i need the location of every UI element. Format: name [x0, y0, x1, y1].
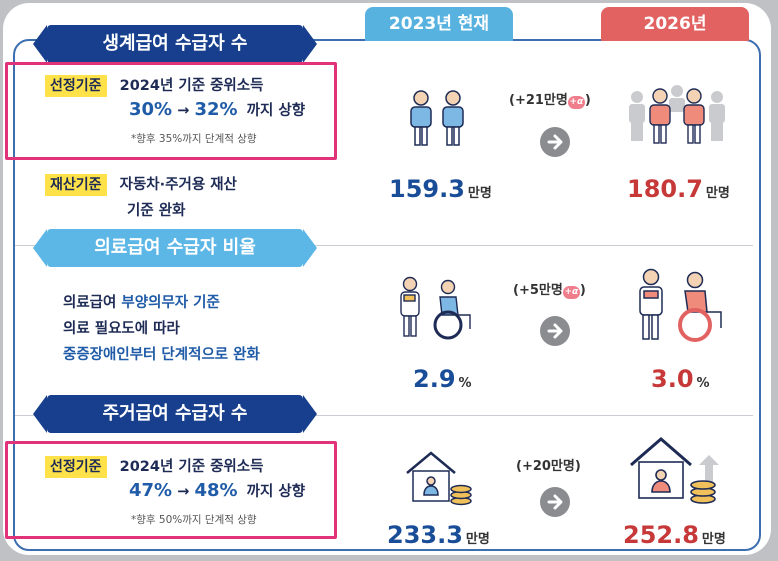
property-line1: 자동차·주거용 재산 [119, 177, 237, 193]
criteria-to: 32% [194, 99, 238, 120]
criteria-change-housing: 47% → 48% 까지 상향 [129, 480, 305, 501]
house-2026-icon [630, 437, 719, 504]
criteria-tag: 선정기준 [45, 456, 107, 478]
value-2026-medical: 3.0% [651, 365, 710, 393]
medical-line1: 의료급여 부양의무자 기준 [63, 295, 220, 311]
increase-medical: (+5만명 +α) [513, 283, 586, 299]
criteria-from: 30% [129, 99, 173, 120]
arrow-right-icon [540, 316, 570, 346]
criteria-note: *향후 50%까지 단계적 상향 [131, 514, 257, 526]
criteria-change-livelihood: 30% → 32% 까지 상향 [129, 99, 305, 120]
value-2023-housing: 233.3 만명 [387, 521, 490, 549]
highlight-box-housing [5, 441, 337, 539]
column-header-2026: 2026년 [601, 7, 749, 41]
people-2023-icon [410, 90, 464, 146]
value-2023-medical: 2.9% [413, 365, 472, 393]
criteria-suffix: 까지 상향 [246, 484, 306, 500]
house-2023-icon [406, 451, 472, 506]
property-line2: 기준 완화 [127, 203, 186, 219]
criteria-tag: 선정기준 [45, 75, 107, 97]
alpha-badge: +α [567, 96, 585, 109]
section-title-housing: 주거급여 수급자 수 [33, 395, 317, 433]
criteria-to: 48% [194, 480, 238, 501]
criteria-row-livelihood: 선정기준 2024년 기준 중위소득 [45, 74, 263, 97]
section-divider [15, 245, 753, 246]
infographic-card: 2023년 현재 2026년 생계급여 수급자 수 선정기준 2024년 기준 … [3, 3, 771, 555]
arrow-right-icon [540, 487, 570, 517]
arrow-right-icon [540, 127, 570, 157]
increase-housing: (+20만명) [516, 459, 581, 474]
property-row: 재산기준 자동차·주거용 재산 [45, 173, 237, 196]
medical-line2: 의료 필요도에 따라 [63, 321, 180, 337]
wheelchair-2023-icon [400, 276, 471, 340]
criteria-note: *향후 35%까지 단계적 상향 [131, 133, 257, 145]
criteria-suffix: 까지 상향 [246, 103, 306, 119]
criteria-row-housing: 선정기준 2024년 기준 중위소득 [45, 455, 263, 478]
value-2026-livelihood: 180.7 만명 [627, 175, 730, 203]
highlight-box-livelihood [5, 62, 337, 160]
criteria-from: 47% [129, 480, 173, 501]
criteria-line1: 2024년 기준 중위소득 [119, 78, 264, 94]
medical-line3: 중증장애인부터 단계적으로 완화 [63, 347, 260, 363]
section-title-medical: 의료급여 수급자 비율 [33, 229, 317, 267]
criteria-arrow: → [177, 103, 190, 119]
column-header-2023: 2023년 현재 [365, 7, 513, 41]
value-2023-livelihood: 159.3 만명 [389, 175, 492, 203]
section-divider [15, 415, 753, 416]
value-2026-housing: 252.8 만명 [623, 521, 726, 549]
section-title-livelihood: 생계급여 수급자 수 [33, 25, 317, 63]
property-tag: 재산기준 [45, 174, 107, 196]
increase-livelihood: (+21만명 +α) [509, 93, 591, 109]
wheelchair-2026-icon [639, 268, 722, 342]
people-2026-icon [629, 85, 725, 144]
alpha-badge: +α [562, 286, 580, 299]
criteria-line1: 2024년 기준 중위소득 [119, 459, 264, 475]
criteria-arrow: → [177, 484, 190, 500]
